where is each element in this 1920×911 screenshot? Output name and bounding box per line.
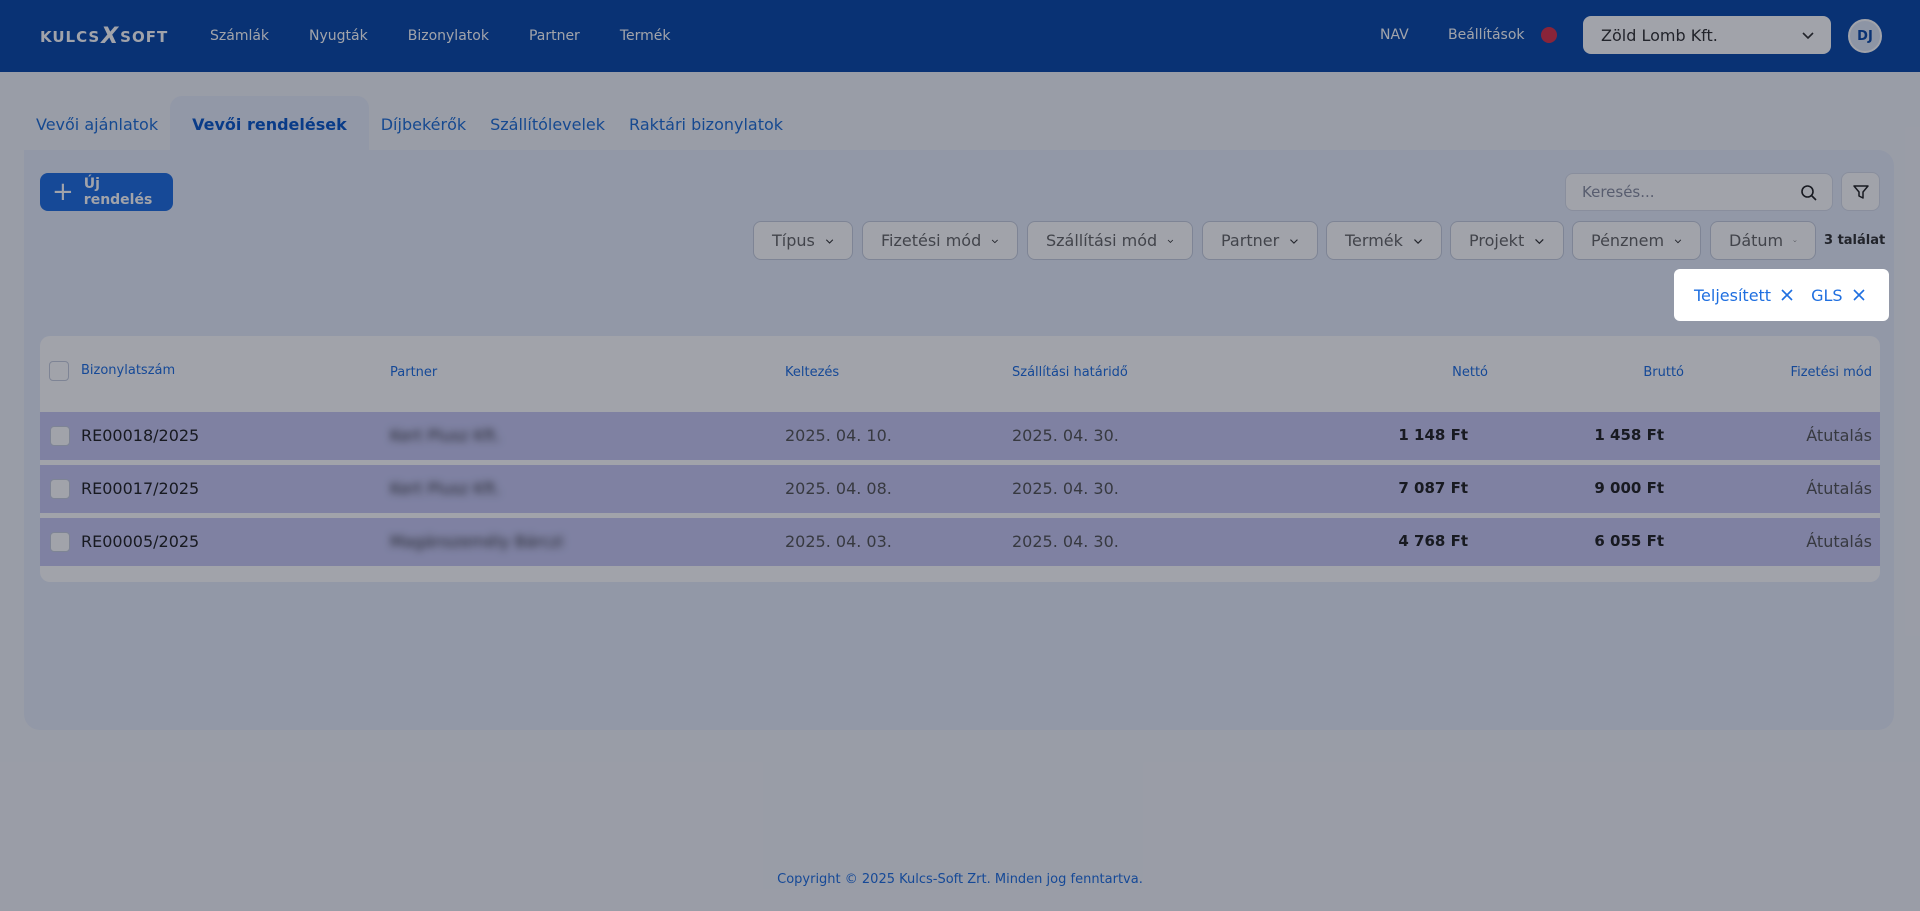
row-checkbox[interactable] bbox=[50, 426, 70, 446]
main-nav: Számlák Nyugták Bizonylatok Partner Term… bbox=[210, 0, 670, 72]
delivery-deadline: 2025. 04. 30. bbox=[1012, 532, 1119, 551]
nav-item-partner[interactable]: Partner bbox=[528, 28, 580, 44]
avatar[interactable]: DJ bbox=[1848, 19, 1882, 53]
copyright-text: Copyright © 2025 Kulcs-Soft Zrt. Minden … bbox=[777, 872, 1143, 887]
payment-method: Átutalás bbox=[1806, 479, 1872, 498]
chevron-down-icon bbox=[1793, 239, 1797, 242]
nav-item-receipts[interactable]: Nyugták bbox=[309, 28, 368, 44]
document-number[interactable]: RE00017/2025 bbox=[81, 479, 200, 498]
table-header: Bizonylatszám Partner Keltezés Szállítás… bbox=[40, 336, 1880, 406]
select-all-checkbox[interactable] bbox=[49, 361, 69, 381]
top-navigation-bar: KULCS X SOFT Számlák Nyugták Bizonylatok… bbox=[0, 0, 1920, 72]
table-row[interactable]: RE00017/2025 Kert Plusz Kft. 2025. 04. 0… bbox=[40, 465, 1880, 513]
filter-icon bbox=[1852, 184, 1869, 199]
column-payment-method[interactable]: Fizetési mód bbox=[1790, 365, 1872, 380]
net-amount: 1 148 Ft bbox=[1398, 426, 1468, 444]
partner-name: Kert Plusz Kft. bbox=[390, 479, 501, 498]
table-row[interactable]: RE00005/2025 Magánszemély Bárczi 2025. 0… bbox=[40, 518, 1880, 566]
new-order-button[interactable]: + Új rendelés bbox=[40, 173, 173, 211]
row-checkbox[interactable] bbox=[50, 479, 70, 499]
column-deadline[interactable]: Szállítási határidő bbox=[1012, 365, 1128, 380]
chevron-down-icon bbox=[1167, 239, 1174, 243]
chevron-down-icon bbox=[1413, 238, 1422, 244]
close-icon[interactable] bbox=[1852, 289, 1865, 301]
chevron-down-icon bbox=[825, 238, 834, 244]
partner-name: Magánszemély Bárczi bbox=[390, 532, 564, 551]
filter-type[interactable]: Típus bbox=[753, 221, 853, 260]
row-checkbox[interactable] bbox=[50, 532, 70, 552]
column-gross[interactable]: Bruttó bbox=[1643, 365, 1684, 380]
chevron-down-icon bbox=[1802, 32, 1814, 40]
column-date[interactable]: Keltezés bbox=[785, 365, 840, 380]
nav-item-product[interactable]: Termék bbox=[619, 28, 671, 44]
tab-warehouse-documents[interactable]: Raktári bizonylatok bbox=[629, 115, 784, 134]
tab-delivery-notes[interactable]: Szállítólevelek bbox=[490, 115, 606, 134]
filter-partner[interactable]: Partner bbox=[1202, 221, 1318, 260]
company-select[interactable]: Zöld Lomb Kft. bbox=[1583, 16, 1831, 54]
result-count: 3 találat bbox=[1824, 233, 1886, 248]
column-net[interactable]: Nettó bbox=[1452, 365, 1488, 380]
search-input[interactable] bbox=[1582, 183, 1782, 201]
filter-shipping-method[interactable]: Szállítási mód bbox=[1027, 221, 1193, 260]
active-filter-gls[interactable]: GLS bbox=[1811, 286, 1865, 305]
document-tabs: Vevői ajánlatok Vevői rendelések Díjbeké… bbox=[24, 96, 795, 150]
gross-amount: 9 000 Ft bbox=[1594, 479, 1664, 497]
net-amount: 4 768 Ft bbox=[1398, 532, 1468, 550]
nav-item-documents[interactable]: Bizonylatok bbox=[407, 28, 489, 44]
company-select-value: Zöld Lomb Kft. bbox=[1601, 25, 1718, 45]
kulcs-soft-logo[interactable]: KULCS X SOFT bbox=[40, 24, 169, 49]
gross-amount: 1 458 Ft bbox=[1594, 426, 1664, 444]
delivery-deadline: 2025. 04. 30. bbox=[1012, 479, 1119, 498]
chevron-down-icon bbox=[992, 239, 999, 243]
orders-table: Bizonylatszám Partner Keltezés Szállítás… bbox=[40, 336, 1880, 582]
nav-link-nav[interactable]: NAV bbox=[1380, 27, 1409, 43]
chevron-down-icon bbox=[1535, 238, 1544, 244]
close-icon[interactable] bbox=[1781, 289, 1793, 301]
document-number[interactable]: RE00018/2025 bbox=[81, 426, 200, 445]
plus-icon: + bbox=[52, 177, 74, 207]
issue-date: 2025. 04. 08. bbox=[785, 479, 892, 498]
filter-project[interactable]: Projekt bbox=[1450, 221, 1564, 260]
active-filters: Teljesített GLS bbox=[1674, 269, 1889, 321]
filter-date[interactable]: Dátum bbox=[1710, 221, 1816, 260]
column-partner[interactable]: Partner bbox=[390, 365, 438, 380]
search-field[interactable] bbox=[1565, 173, 1833, 211]
footer-area bbox=[0, 755, 1920, 911]
chevron-down-icon bbox=[1290, 238, 1298, 244]
tab-proforma[interactable]: Díjbekérők bbox=[380, 115, 467, 134]
gross-amount: 6 055 Ft bbox=[1594, 532, 1664, 550]
payment-method: Átutalás bbox=[1806, 532, 1872, 551]
tab-customer-orders[interactable]: Vevői rendelések bbox=[170, 96, 369, 150]
net-amount: 7 087 Ft bbox=[1398, 479, 1468, 497]
active-filter-completed[interactable]: Teljesített bbox=[1694, 286, 1793, 305]
notification-icon[interactable] bbox=[1541, 27, 1557, 43]
table-row[interactable]: RE00018/2025 Kert Plusz Kft. 2025. 04. 1… bbox=[40, 412, 1880, 460]
nav-link-settings[interactable]: Beállítások bbox=[1448, 27, 1525, 43]
nav-item-invoices[interactable]: Számlák bbox=[210, 28, 270, 44]
issue-date: 2025. 04. 10. bbox=[785, 426, 892, 445]
tab-customer-quotes[interactable]: Vevői ajánlatok bbox=[36, 115, 159, 134]
filter-product[interactable]: Termék bbox=[1326, 221, 1442, 260]
document-number[interactable]: RE00005/2025 bbox=[81, 532, 200, 551]
delivery-deadline: 2025. 04. 30. bbox=[1012, 426, 1119, 445]
partner-name: Kert Plusz Kft. bbox=[390, 426, 501, 445]
issue-date: 2025. 04. 03. bbox=[785, 532, 892, 551]
column-document-number[interactable]: Bizonylatszám bbox=[81, 363, 176, 378]
chevron-down-icon bbox=[1674, 239, 1682, 243]
filter-currency[interactable]: Pénznem bbox=[1572, 221, 1701, 260]
filter-payment-method[interactable]: Fizetési mód bbox=[862, 221, 1018, 260]
filter-button[interactable] bbox=[1841, 172, 1880, 211]
payment-method: Átutalás bbox=[1806, 426, 1872, 445]
search-icon[interactable] bbox=[1800, 184, 1818, 202]
